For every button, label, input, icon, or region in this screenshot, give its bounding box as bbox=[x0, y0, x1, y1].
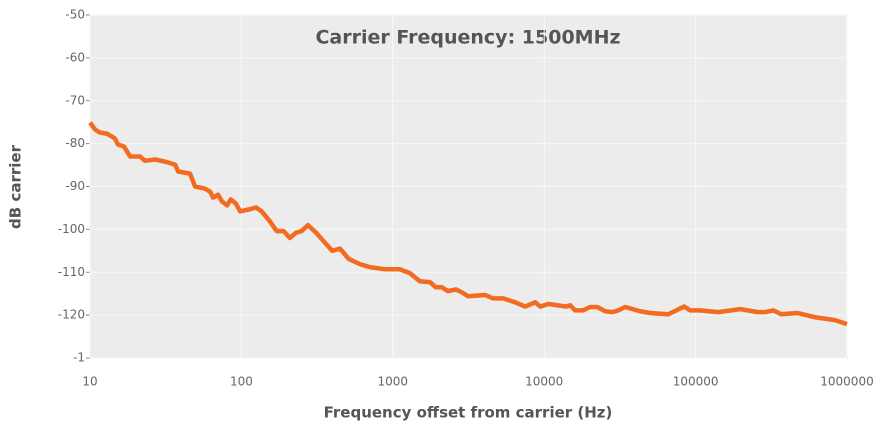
y-tick-label: -50 bbox=[65, 8, 85, 22]
x-axis-label: Frequency offset from carrier (Hz) bbox=[324, 404, 613, 422]
y-tick-label: -60 bbox=[65, 50, 85, 64]
y-tick-label: -1 bbox=[73, 351, 85, 365]
x-tick-label: 1000000 bbox=[820, 375, 873, 389]
x-tick-label: 10 bbox=[82, 375, 97, 389]
y-tick-label: -80 bbox=[65, 136, 85, 150]
x-tick-label: 100 bbox=[230, 375, 253, 389]
y-tick-label: -90 bbox=[65, 179, 85, 193]
chart-title: Carrier Frequency: 1500MHz bbox=[315, 27, 620, 49]
y-tick-label: -70 bbox=[65, 93, 85, 107]
y-tick-label: -110 bbox=[58, 265, 85, 279]
x-tick-label: 100000 bbox=[673, 375, 719, 389]
y-tick-label: -120 bbox=[58, 308, 85, 322]
x-tick-label: 1000 bbox=[378, 375, 409, 389]
y-tick-label: -100 bbox=[58, 222, 85, 236]
x-tick-label: 10000 bbox=[525, 375, 563, 389]
data-line bbox=[88, 121, 848, 327]
y-axis-label: dB carrier bbox=[7, 144, 25, 229]
